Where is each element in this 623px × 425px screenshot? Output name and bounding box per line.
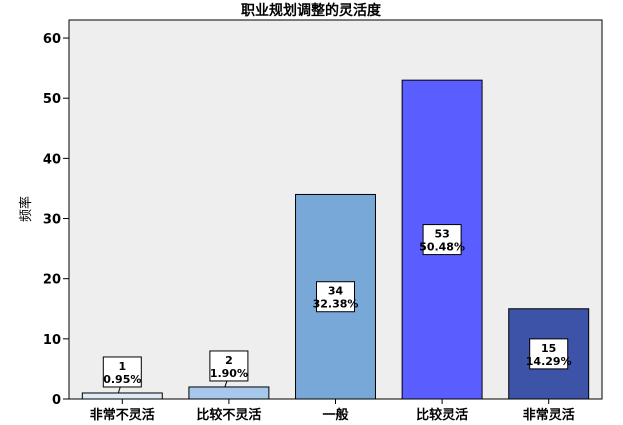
x-category-label: 比较灵活 xyxy=(416,407,468,423)
data-label-percent: 14.29% xyxy=(526,355,572,368)
y-axis-ticks: 0 10 20 30 40 50 60 xyxy=(43,32,69,408)
data-label-percent: 1.90% xyxy=(210,367,248,380)
bar xyxy=(81,392,163,400)
bar xyxy=(188,386,270,400)
x-category-label: 非常不灵活 xyxy=(90,407,155,423)
data-label-count: 15 xyxy=(541,342,556,355)
data-label-percent: 0.95% xyxy=(103,373,141,386)
y-tick-label: 60 xyxy=(43,32,61,47)
x-category-label: 一般 xyxy=(322,407,348,423)
data-label-percent: 50.48% xyxy=(419,241,465,254)
data-label-count: 2 xyxy=(225,354,233,367)
data-label-box xyxy=(102,356,142,388)
data-label-leader xyxy=(117,386,121,394)
data-label-box xyxy=(529,338,569,370)
data-label-count: 53 xyxy=(434,228,449,241)
data-label-count: 34 xyxy=(328,285,344,298)
data-label-box xyxy=(422,224,462,256)
data-label-leader xyxy=(224,380,228,388)
data-label-percent: 32.38% xyxy=(313,298,359,311)
y-tick-label: 50 xyxy=(43,92,61,107)
data-label-box xyxy=(316,281,355,313)
y-tick-label: 10 xyxy=(43,333,61,348)
chart-title: 职业规划调整的灵活度 xyxy=(241,2,382,19)
y-axis-label: 频率 xyxy=(18,196,34,222)
x-category-label: 非常灵活 xyxy=(523,407,575,423)
x-axis-labels: 非常不灵活 比较不灵活 一般 比较灵活 非常灵活 xyxy=(69,398,602,423)
x-category-label: 比较不灵活 xyxy=(196,407,261,423)
y-tick-label: 30 xyxy=(43,213,61,228)
y-tick-label: 40 xyxy=(43,152,61,167)
y-tick-label: 0 xyxy=(52,393,61,408)
data-label-count: 1 xyxy=(118,360,126,373)
data-label-box xyxy=(209,350,249,382)
y-tick-label: 20 xyxy=(43,273,61,288)
